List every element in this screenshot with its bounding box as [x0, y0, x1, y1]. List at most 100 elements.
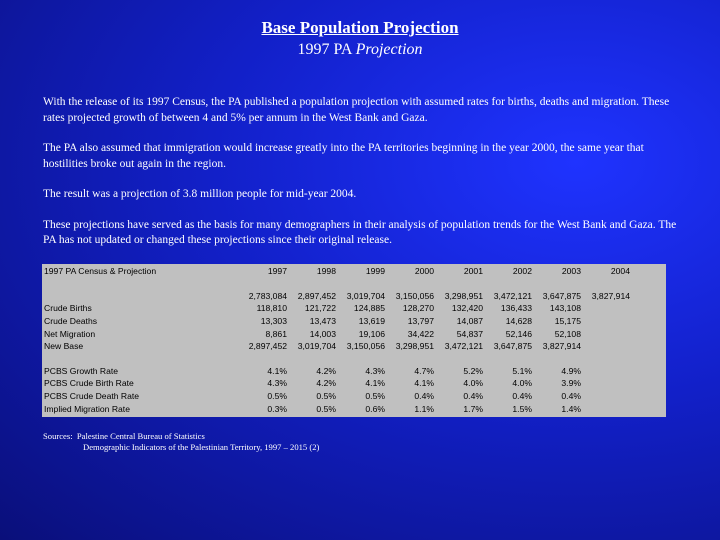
cell: 3.9%	[561, 378, 581, 389]
empty-cell	[287, 353, 336, 365]
row: Implied Migration Rate 0.3% 0.5% 0.6% 1.1% 1.…	[42, 402, 630, 415]
cell: 19,106	[358, 328, 385, 339]
row-label: Implied Migration Rate	[44, 403, 130, 414]
cell: 0.5%	[267, 391, 287, 402]
empty-cell	[483, 353, 532, 365]
cell: 0.5%	[365, 391, 385, 402]
cell: 0.4%	[561, 391, 581, 402]
empty-cell	[42, 278, 238, 290]
header-cell: 2002	[512, 266, 532, 277]
source-text: Palestine Central Bureau of Statistics	[76, 431, 205, 441]
empty-cell	[238, 278, 287, 290]
cell: 3,019,704	[346, 290, 385, 301]
cell: 0.6%	[365, 403, 385, 414]
cell: 4.1%	[365, 378, 385, 389]
row: Crude Births 118,810 121,722 124,885 128,270…	[42, 302, 630, 315]
header-cell: 2004	[610, 266, 630, 277]
cell: 143,108	[549, 303, 581, 314]
cell: 15,175	[554, 316, 581, 327]
table: 1997 PA Census & Projection 1997 1998 1999 2…	[42, 265, 630, 415]
header-cell: 2003	[561, 266, 581, 277]
paragraph: With the release of its 1997 Census, the…	[43, 96, 670, 124]
cell	[581, 340, 630, 353]
empty-cell	[336, 353, 385, 365]
cell: 0.4%	[512, 391, 532, 402]
cell: 34,422	[407, 328, 434, 339]
row: Crude Deaths 13,303 13,473 13,619 13,797 14,0…	[42, 315, 630, 328]
header-cell: 2001	[463, 266, 483, 277]
cell: 3,827,914	[542, 341, 581, 352]
cell: 4.9%	[561, 365, 581, 376]
header-cell: 1999	[365, 266, 385, 277]
cell: 1.4%	[561, 403, 581, 414]
header-cell: 1997 PA Census & Projection	[44, 266, 157, 277]
paragraph: These projections have served as the bas…	[43, 218, 677, 247]
cell: 1.5%	[512, 403, 532, 414]
row: New Base 2,897,452 3,019,704 3,150,056 3,298…	[42, 340, 630, 353]
empty-cell	[238, 353, 287, 365]
cell	[581, 402, 630, 415]
empty-cell	[581, 278, 630, 290]
spacer-row	[42, 278, 630, 290]
row: PCBS Growth Rate 4.1% 4.2% 4.3% 4.7% 5.2% 5.1%…	[42, 365, 630, 378]
row: Net Migration 8,861 14,003 19,106 34,422 54,8…	[42, 327, 630, 340]
row-label: New Base	[44, 341, 84, 352]
source-line: Demographic Indicators of the Palestinia…	[83, 442, 320, 452]
empty-cell	[385, 353, 434, 365]
sources: Sources: Palestine Central Bureau of Sta…	[43, 431, 319, 453]
empty-cell	[385, 278, 434, 290]
paragraph: The result was a projection of 3.8 milli…	[43, 188, 357, 200]
source-line: Sources: Palestine Central Bureau of Sta…	[43, 431, 319, 442]
empty-cell	[483, 278, 532, 290]
subtitle-italic: Projection	[355, 41, 423, 58]
table-box: 1997 PA Census & Projection 1997 1998 1999 2…	[42, 264, 666, 417]
cell: 3,298,951	[444, 290, 483, 301]
spacer-row	[42, 353, 630, 365]
header-cell: 1997	[267, 266, 287, 277]
row-label: Crude Deaths	[44, 316, 98, 327]
subtitle: 1997 PA Projection	[0, 41, 720, 59]
empty-cell	[287, 278, 336, 290]
cell: 8,861	[265, 328, 287, 339]
row-label: PCBS Growth Rate	[44, 365, 119, 376]
cell: 3,647,875	[542, 290, 581, 301]
empty-cell	[434, 353, 483, 365]
cell: 3,472,121	[493, 290, 532, 301]
cell: 4.3%	[365, 365, 385, 376]
cell: 2,783,084	[248, 290, 287, 301]
cell	[581, 315, 630, 328]
cell: 0.5%	[316, 391, 336, 402]
cell	[581, 377, 630, 390]
cell: 0.3%	[267, 403, 287, 414]
row: PCBS Crude Death Rate 0.5% 0.5% 0.5% 0.4% 0.4…	[42, 390, 630, 403]
cell: 3,150,056	[346, 341, 385, 352]
cell: 4.1%	[267, 365, 287, 376]
row-label: PCBS Crude Death Rate	[44, 391, 140, 402]
cell: 5.2%	[463, 365, 483, 376]
cell: 0.4%	[463, 391, 483, 402]
cell: 4.7%	[414, 365, 434, 376]
cell: 52,146	[505, 328, 532, 339]
cell: 13,473	[309, 316, 336, 327]
empty-cell	[42, 353, 238, 365]
cell: 2,897,452	[248, 341, 287, 352]
cell: 124,885	[353, 303, 385, 314]
empty-cell	[434, 278, 483, 290]
paragraphs: With the release of its 1997 Census, the…	[43, 95, 683, 264]
cell: 4.0%	[463, 378, 483, 389]
cell: 13,619	[358, 316, 385, 327]
cell: 14,628	[505, 316, 532, 327]
empty-cell	[581, 353, 630, 365]
cell: 118,810	[256, 303, 287, 314]
cell: 5.1%	[512, 365, 532, 376]
cell: 4.2%	[316, 378, 336, 389]
cell: 3,647,875	[493, 341, 532, 352]
cell: 136,433	[500, 303, 532, 314]
row-label: Crude Births	[44, 303, 92, 314]
cell: 54,837	[456, 328, 483, 339]
subtitle-text: 1997 PA	[297, 41, 352, 58]
empty-cell	[532, 353, 581, 365]
header-cell: 1998	[316, 266, 336, 277]
empty-cell	[532, 278, 581, 290]
